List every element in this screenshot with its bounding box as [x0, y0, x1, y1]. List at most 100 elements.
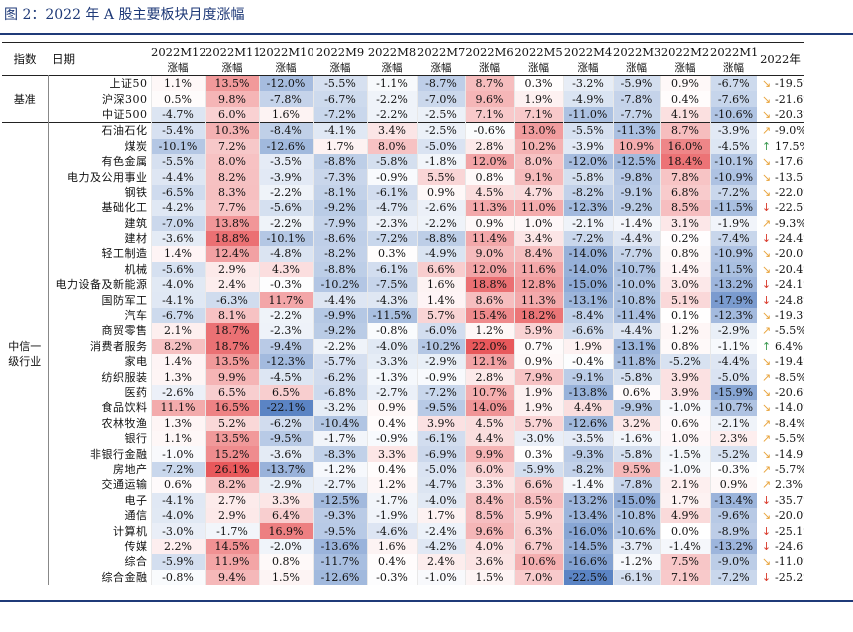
table-row: 钢铁 -6.5% 8.3% -2.2% -8.1% -6.1% 0.9% 4.5% 4.7% -8…	[2, 184, 804, 201]
heat-cell: 0.2%	[659, 230, 710, 247]
year-change-cell: ↗ -9.3%	[757, 216, 804, 231]
heat-cell: 7.9%	[513, 369, 563, 385]
heat-cell: -3.3%	[366, 354, 417, 370]
heat-cell: -3.6%	[150, 230, 205, 247]
year-change-value: -14.9%	[775, 447, 804, 461]
trend-arrow-icon: ↘	[761, 386, 772, 399]
heat-cell: -0.8%	[366, 323, 417, 339]
row-name: 汽车	[124, 309, 148, 323]
heat-cell: -5.5%	[150, 153, 205, 170]
heat-cell: -4.4%	[312, 292, 367, 308]
year-change-cell: ↘-11.0%	[757, 554, 804, 569]
heat-cell: 5.1%	[659, 292, 710, 308]
header-month: 2022M1	[710, 42, 757, 61]
year-change-cell: ↘-14.9%	[757, 446, 804, 461]
trend-arrow-icon: ↗	[761, 370, 772, 384]
table-row: 建筑 -7.0% 13.8% -2.2% -7.9% -2.3% -2.2% 0.9% 1.0%…	[2, 215, 804, 231]
trend-arrow-icon: ↑	[761, 139, 772, 153]
heat-cell: 11.6%	[513, 261, 563, 278]
heat-cell: -12.0%	[562, 153, 613, 170]
heat-cell: -9.8%	[612, 169, 660, 185]
heat-cell: -4.9%	[416, 246, 465, 262]
heat-cell: -2.2%	[258, 184, 313, 201]
heat-cell: 1.6%	[366, 538, 417, 555]
heat-cell: -5.0%	[709, 369, 757, 385]
heat-cell: 0.3%	[366, 246, 417, 262]
heat-cell: 9.1%	[513, 169, 563, 185]
table-row: 电力设备及新能源 -4.0% 2.4% -0.3% -10.2% -7.5% 1.6% 18.…	[2, 277, 804, 293]
heat-cell: -10.1%	[709, 153, 757, 170]
heat-cell: 1.5%	[464, 569, 514, 585]
heat-cell: -8.4%	[258, 122, 313, 139]
row-name: 电力设备及新能源	[55, 278, 148, 292]
heat-cell: 4.0%	[464, 538, 514, 555]
heat-cell: -12.6%	[562, 415, 613, 431]
table-row: 中证500 -4.7% 6.0% 1.6% -7.2% -2.2% -2.5% 7.1% 7.1…	[2, 106, 804, 123]
heat-cell: -1.0%	[659, 461, 710, 478]
heat-cell: -3.7%	[612, 538, 660, 555]
heat-cell: 2.8%	[464, 138, 514, 154]
heat-cell: 6.4%	[258, 507, 313, 524]
row-name: 通信	[124, 509, 148, 523]
heat-cell: -2.2%	[366, 106, 417, 123]
trend-arrow-icon: ↑	[761, 339, 772, 353]
heat-cell: -13.7%	[258, 461, 313, 478]
heat-cell: -8.8%	[312, 153, 367, 170]
heat-cell: 3.0%	[659, 277, 710, 293]
heat-cell: -6.1%	[366, 261, 417, 278]
heat-cell: 7.2%	[204, 138, 259, 154]
table-row: 综合 -5.9% 11.9% 0.8% -11.7% 0.4% 2.4% 3.6% 10.6% -…	[2, 554, 804, 570]
header-change-label: 涨幅	[465, 61, 514, 76]
heat-cell: -1.0%	[659, 400, 710, 416]
header-month: 2022M3	[613, 42, 660, 61]
heat-cell: -4.8%	[258, 246, 313, 262]
heat-cell: -15.9%	[709, 384, 757, 401]
heat-cell: -6.8%	[312, 384, 367, 401]
year-change-value: -13.5%	[775, 170, 804, 184]
trend-arrow-icon: ↘	[761, 247, 772, 261]
heat-cell: -0.3%	[366, 569, 417, 585]
heat-cell: -5.8%	[562, 169, 613, 185]
heat-cell: 2.1%	[659, 477, 710, 493]
heat-cell: -3.0%	[150, 523, 205, 539]
heat-cell: 9.5%	[612, 461, 660, 478]
table-row: 中信一级行业 石油石化 -5.4% 10.3% -8.4% -4.1% 3.4% -2.5% -…	[2, 122, 804, 585]
heat-cell: -1.4%	[562, 477, 613, 493]
heat-cell: 8.5%	[513, 492, 563, 508]
heat-cell: 12.0%	[464, 153, 514, 170]
heat-cell: -1.4%	[612, 215, 660, 231]
heat-cell: 13.0%	[513, 122, 563, 139]
heat-cell: 3.3%	[366, 446, 417, 462]
heat-cell: -0.6%	[464, 122, 514, 139]
heat-cell: -9.2%	[312, 200, 367, 216]
row-name: 建材	[124, 232, 148, 246]
header-change-label: 涨幅	[514, 61, 563, 76]
heat-cell: -7.2%	[562, 230, 613, 247]
heat-cell: -0.3%	[258, 277, 313, 293]
heat-cell: -2.5%	[416, 122, 465, 139]
heat-cell: 1.9%	[513, 91, 563, 107]
heat-cell: -6.0%	[416, 323, 465, 339]
heat-cell: 1.7%	[312, 138, 367, 154]
header-index: 指数	[2, 42, 48, 76]
trend-arrow-icon: ↓	[761, 570, 772, 584]
heat-cell: 6.0%	[204, 106, 259, 123]
heat-cell: 18.4%	[659, 153, 710, 170]
heat-cell: -4.7%	[150, 106, 205, 123]
heat-cell: 6.8%	[659, 184, 710, 201]
heat-cell: -16.0%	[562, 523, 613, 539]
year-change-value: -25.2%	[775, 570, 804, 584]
trend-arrow-icon: ↗	[761, 216, 772, 230]
heat-cell: 14.0%	[464, 400, 514, 416]
header-month: 2022M11	[205, 42, 259, 61]
heat-cell: 8.0%	[366, 138, 417, 154]
row-name: 轻工制造	[101, 247, 148, 261]
heat-cell: -2.6%	[416, 200, 465, 216]
heat-cell: -3.5%	[562, 430, 613, 447]
row-name: 消费者服务	[90, 339, 148, 353]
header-month: 2022M6	[465, 42, 514, 61]
heat-cell: 0.4%	[366, 461, 417, 478]
heat-cell: -2.6%	[150, 384, 205, 401]
heat-cell: 6.3%	[513, 523, 563, 539]
heat-cell: 8.2%	[150, 338, 205, 355]
